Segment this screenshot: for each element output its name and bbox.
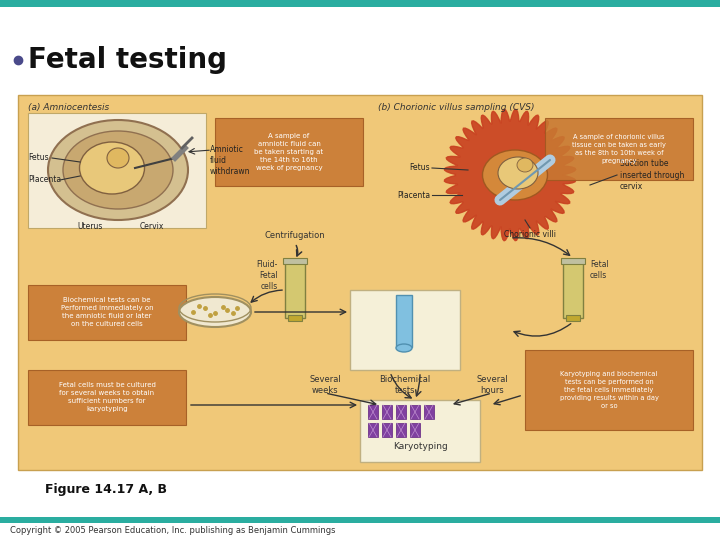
Bar xyxy=(368,423,378,437)
Text: Several
weeks: Several weeks xyxy=(309,375,341,395)
Ellipse shape xyxy=(498,157,538,189)
Text: Amniotic
fluid
withdrawn: Amniotic fluid withdrawn xyxy=(210,145,251,176)
Text: Cervix: Cervix xyxy=(140,222,164,231)
Text: A sample of
amniotic fluid can
be taken starting at
the 14th to 16th
week of pre: A sample of amniotic fluid can be taken … xyxy=(254,133,323,171)
Bar xyxy=(563,263,583,318)
Ellipse shape xyxy=(48,120,188,220)
Bar xyxy=(525,350,693,430)
Ellipse shape xyxy=(396,344,412,352)
Text: Fetal cells must be cultured
for several weeks to obtain
sufficient numbers for
: Fetal cells must be cultured for several… xyxy=(58,382,156,412)
Bar xyxy=(368,405,378,419)
Ellipse shape xyxy=(482,150,547,200)
Text: Karyotyping: Karyotyping xyxy=(392,442,447,451)
Bar xyxy=(350,290,460,370)
Text: Fluid-
Fetal
cells: Fluid- Fetal cells xyxy=(256,260,278,291)
Text: Placenta: Placenta xyxy=(397,191,430,199)
Bar xyxy=(288,315,302,321)
Text: Uterus: Uterus xyxy=(77,222,103,231)
Bar xyxy=(215,118,363,186)
Text: Biochemical tests can be
Performed immediately on
the amniotic fluid or later
on: Biochemical tests can be Performed immed… xyxy=(60,297,153,327)
Ellipse shape xyxy=(517,158,533,172)
Ellipse shape xyxy=(179,297,251,327)
Ellipse shape xyxy=(107,148,129,168)
Bar xyxy=(561,258,585,264)
Text: Figure 14.17 A, B: Figure 14.17 A, B xyxy=(45,483,167,496)
Text: Fetal
cells: Fetal cells xyxy=(590,260,608,280)
Bar xyxy=(285,263,305,318)
Bar xyxy=(0,0,720,7)
Text: Placenta: Placenta xyxy=(28,176,61,185)
Text: (b) Chorionic villus sampling (CVS): (b) Chorionic villus sampling (CVS) xyxy=(378,103,534,112)
Text: Fetal testing: Fetal testing xyxy=(28,46,227,74)
Text: (a) Amniocentesis: (a) Amniocentesis xyxy=(28,103,109,112)
Bar xyxy=(382,405,392,419)
Text: Several
hours: Several hours xyxy=(476,375,508,395)
Ellipse shape xyxy=(79,142,145,194)
Bar xyxy=(283,258,307,264)
Text: Chorionic villi: Chorionic villi xyxy=(504,230,556,239)
Bar xyxy=(0,7,720,95)
Bar xyxy=(396,295,412,347)
Bar xyxy=(28,370,186,425)
Bar xyxy=(382,423,392,437)
Bar xyxy=(424,405,434,419)
Bar xyxy=(410,423,420,437)
Ellipse shape xyxy=(63,131,173,209)
Bar xyxy=(566,315,580,321)
Text: A sample of chorionic villus
tissue can be taken as early
as the 8th to 10th wee: A sample of chorionic villus tissue can … xyxy=(572,134,666,164)
Bar xyxy=(28,113,206,228)
Text: Karyotyping and biochemical
tests can be performed on
the fetal cells immediatel: Karyotyping and biochemical tests can be… xyxy=(559,371,658,409)
Bar xyxy=(410,405,420,419)
Bar xyxy=(545,118,693,180)
Bar xyxy=(18,95,702,470)
Text: Suction tube
inserted through
cervix: Suction tube inserted through cervix xyxy=(620,159,685,191)
Bar xyxy=(28,285,186,340)
Bar xyxy=(396,423,406,437)
Text: Fetus: Fetus xyxy=(410,164,430,172)
Bar xyxy=(0,517,720,523)
Text: Biochemical
tests: Biochemical tests xyxy=(379,375,431,395)
Bar xyxy=(396,405,406,419)
Text: Copyright © 2005 Pearson Education, Inc. publishing as Benjamin Cummings: Copyright © 2005 Pearson Education, Inc.… xyxy=(10,526,336,535)
Text: Fetus: Fetus xyxy=(28,153,49,163)
Polygon shape xyxy=(444,109,576,241)
Bar xyxy=(360,400,480,462)
Text: Centrifugation: Centrifugation xyxy=(265,231,325,240)
